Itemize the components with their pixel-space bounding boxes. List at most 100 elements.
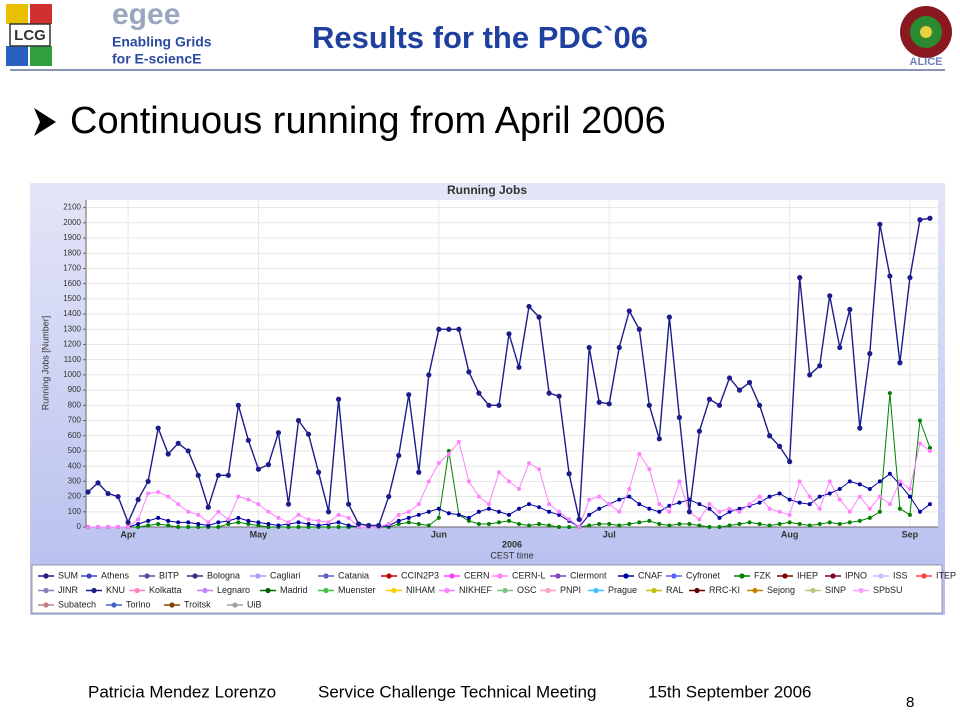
data-point [927, 502, 932, 507]
data-point [176, 525, 181, 529]
y-tick-label: 100 [68, 507, 82, 516]
data-point [186, 520, 191, 525]
data-point [807, 372, 813, 378]
data-point [246, 518, 251, 523]
data-point [436, 506, 441, 511]
data-point [756, 402, 763, 408]
y-tick-label: 700 [68, 416, 82, 425]
legend-marker [43, 573, 49, 579]
legend-marker [858, 587, 864, 594]
data-point [676, 414, 682, 421]
lcg-logo: LCG [6, 4, 52, 66]
data-point [607, 502, 612, 507]
data-point [717, 509, 722, 514]
data-point [847, 509, 852, 514]
legend-marker [91, 587, 97, 594]
data-point [256, 502, 261, 507]
data-point [85, 489, 91, 495]
data-point [196, 525, 201, 529]
data-point [577, 525, 582, 529]
data-point [787, 459, 793, 465]
data-point [917, 217, 923, 223]
data-point [857, 494, 862, 499]
data-point [406, 515, 411, 520]
data-point [877, 479, 882, 484]
data-point [827, 479, 832, 484]
data-point [216, 509, 221, 514]
data-point [627, 494, 632, 499]
data-point [146, 491, 151, 496]
data-point [817, 521, 822, 526]
data-point [807, 494, 812, 499]
data-point [587, 512, 592, 517]
data-point [486, 521, 491, 526]
data-point [416, 502, 421, 507]
legend-marker [593, 587, 599, 594]
logo-text: ALICE [910, 56, 943, 68]
legend-label: Athens [101, 570, 130, 580]
data-point [737, 521, 742, 526]
data-point [597, 521, 602, 526]
data-point [306, 525, 311, 529]
data-point [737, 506, 742, 511]
data-point [186, 525, 191, 529]
data-point [496, 509, 501, 514]
data-point [877, 509, 882, 514]
data-point [235, 402, 241, 408]
data-point [285, 501, 292, 507]
data-point [346, 515, 351, 520]
data-point [215, 472, 221, 478]
data-point [696, 428, 703, 434]
data-point [116, 525, 121, 529]
legend-marker [497, 573, 503, 579]
y-tick-label: 1100 [64, 355, 82, 364]
data-point [506, 331, 512, 337]
data-point [136, 517, 141, 522]
data-point [797, 479, 802, 484]
legend-label: JINR [58, 585, 79, 595]
data-point [827, 491, 832, 496]
data-point [656, 436, 662, 442]
data-point [295, 417, 302, 424]
data-point [867, 486, 872, 491]
data-point [216, 525, 221, 529]
data-point [276, 523, 281, 528]
data-point [637, 502, 642, 507]
data-point [567, 525, 572, 529]
data-point [736, 387, 743, 393]
legend-marker [86, 573, 92, 579]
footer-author: Patricia Mendez Lorenzo [88, 682, 276, 701]
data-point [847, 479, 852, 484]
data-point [106, 525, 111, 529]
data-point [315, 469, 322, 475]
data-point [636, 326, 642, 332]
data-point [476, 494, 481, 499]
data-point [837, 344, 843, 351]
legend-marker [623, 573, 629, 579]
data-point [396, 518, 401, 523]
data-point [657, 509, 662, 514]
data-point [777, 443, 783, 449]
data-point [476, 509, 481, 514]
data-point [677, 521, 682, 526]
legend-label: ITEP [936, 570, 956, 580]
data-point [527, 523, 532, 528]
legend-label: SUM [58, 570, 78, 580]
data-point [697, 502, 702, 507]
data-point [557, 525, 562, 529]
data-point [777, 491, 782, 496]
data-point [436, 326, 442, 332]
data-point [386, 521, 391, 526]
data-point [176, 502, 181, 507]
legend-label: Cyfronet [686, 570, 721, 580]
legend-label: IHEP [797, 570, 818, 580]
data-point [907, 486, 912, 491]
data-point [707, 525, 712, 529]
legend-label: IPNO [845, 570, 867, 580]
data-point [346, 523, 351, 528]
data-point [747, 502, 752, 507]
data-point [496, 402, 502, 408]
logo-text: egee [112, 0, 180, 31]
legend-label: Muenster [338, 585, 376, 595]
